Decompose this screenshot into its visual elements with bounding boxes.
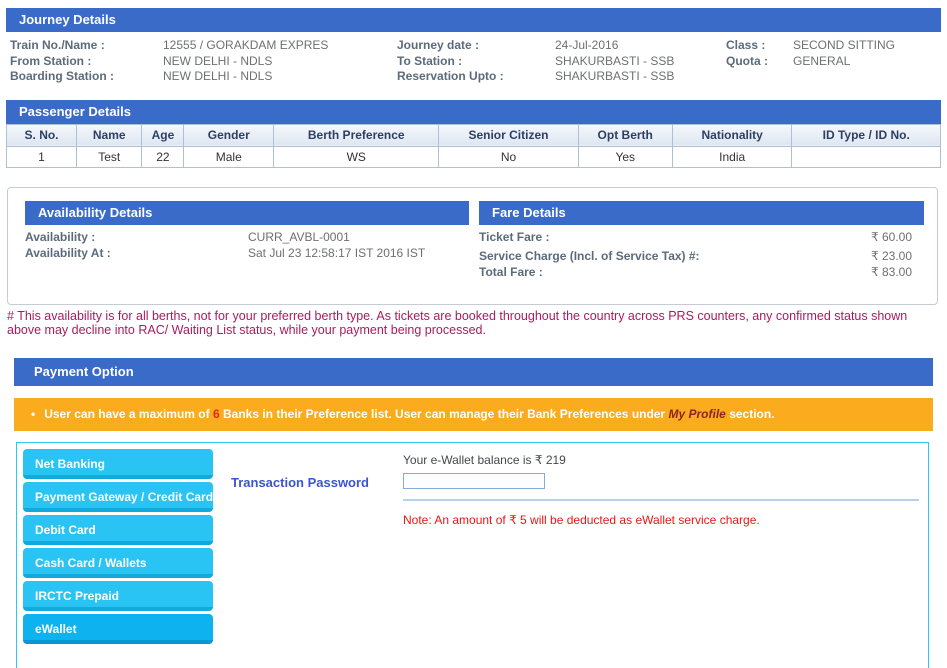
journey-value: 12555 / GORAKDAM EXPRES <box>163 38 329 52</box>
banner-bullet-icon: • <box>31 407 36 421</box>
passenger-cell: Yes <box>577 145 673 168</box>
fare-details-header: Fare Details <box>479 200 924 225</box>
fare-row: Service Charge (Incl. of Service Tax) #:… <box>479 249 924 264</box>
passenger-column-header: S. No. <box>5 123 78 147</box>
fare-value: ₹ 60.00 <box>871 229 912 244</box>
passenger-column-header: Berth Preference <box>273 123 440 147</box>
journey-label: From Station : <box>10 53 92 68</box>
passenger-column-header: ID Type / ID No. <box>791 123 941 147</box>
payment-tab-payment-gateway-credit-card[interactable]: Payment Gateway / Credit Card <box>23 481 213 512</box>
availability-rows: Availability : CURR_AVBL-0001 Availability… <box>25 230 469 261</box>
payment-method-tabs: Net Banking Payment Gateway / Credit Card… <box>23 448 213 647</box>
passenger-cell: 1 <box>5 145 78 168</box>
banner-text-post: section. <box>725 407 775 421</box>
payment-tab-ewallet[interactable]: eWallet <box>23 613 213 644</box>
journey-value: SHAKURBASTI - SSB <box>555 69 675 83</box>
passenger-table: S. No. Name Age Gender Berth Preference Senio… <box>5 123 941 168</box>
journey-label: Reservation Upto : <box>397 69 504 83</box>
payment-tab-net-banking[interactable]: Net Banking <box>23 448 213 479</box>
journey-value: GENERAL <box>793 53 851 68</box>
availability-value: Sat Jul 23 12:58:17 IST 2016 IST <box>248 245 426 260</box>
journey-label <box>726 69 793 85</box>
payment-option-header: Payment Option <box>14 357 933 386</box>
passenger-column-header: Gender <box>183 123 275 147</box>
banner-text-mid: Banks in their Preference list. User can… <box>219 407 669 421</box>
journey-details-grid: Train No./Name : 12555 / GORAKDAM EXPRES J… <box>6 32 941 85</box>
journey-label: Class : <box>726 38 766 52</box>
passenger-cell: No <box>438 145 579 168</box>
panel-divider <box>403 498 919 501</box>
passenger-row: 1 Test 22 Male WS No Yes India <box>5 145 941 168</box>
journey-details-header: Journey Details <box>6 8 941 32</box>
ewallet-service-charge-note: Note: An amount of ₹ 5 will be deducted … <box>403 512 760 527</box>
passenger-column-header: Nationality <box>671 123 793 147</box>
journey-label: Boarding Station : <box>10 69 114 83</box>
journey-label: To Station : <box>397 53 463 68</box>
fare-row: Total Fare : ₹ 83.00 <box>479 265 924 280</box>
passenger-table-header-row: S. No. Name Age Gender Berth Preference Senio… <box>5 123 941 147</box>
my-profile-link[interactable]: My Profile <box>668 407 726 421</box>
passenger-cell <box>791 145 941 168</box>
availability-disclaimer-note: # This availability is for all berths, n… <box>7 308 908 338</box>
availability-row: Availability : CURR_AVBL-0001 <box>25 230 469 245</box>
journey-label: Journey date : <box>397 38 480 52</box>
transaction-password-input[interactable] <box>403 472 545 489</box>
passenger-cell: WS <box>273 145 440 168</box>
journey-value: NEW DELHI - NDLS <box>163 53 273 68</box>
passenger-column-header: Age <box>141 123 185 147</box>
journey-value <box>793 69 941 85</box>
fare-details-section: Fare Details Ticket Fare : ₹ 60.00 Service… <box>479 200 924 304</box>
availability-details-section: Availability Details Availability : CURR_… <box>25 200 469 304</box>
availability-row: Availability At : Sat Jul 23 12:58:17 IST… <box>25 246 469 261</box>
transaction-password-label: Transaction Password <box>231 474 369 490</box>
fare-label: Service Charge (Incl. of Service Tax) #: <box>479 248 700 263</box>
passenger-cell: 22 <box>141 145 185 168</box>
bank-preference-banner: • User can have a maximum of 6 Banks in … <box>14 397 933 431</box>
ewallet-balance-text: Your e-Wallet balance is ₹ 219 <box>403 452 566 467</box>
banner-text-pre: User can have a maximum of <box>44 407 213 421</box>
journey-value: SECOND SITTING <box>793 38 896 52</box>
passenger-details-section: Passenger Details S. No. Name Age Gender Ber… <box>5 99 941 168</box>
fare-label: Ticket Fare : <box>479 229 550 244</box>
payment-tab-cash-card-wallets[interactable]: Cash Card / Wallets <box>23 547 213 578</box>
fare-rows: Ticket Fare : ₹ 60.00 Service Charge (Incl… <box>479 230 924 280</box>
payment-tab-irctc-prepaid[interactable]: IRCTC Prepaid <box>23 580 213 611</box>
journey-value: SHAKURBASTI - SSB <box>555 53 675 68</box>
passenger-cell: Male <box>183 145 275 168</box>
fare-value: ₹ 23.00 <box>871 248 912 263</box>
journey-label: Quota : <box>726 53 768 68</box>
availability-label: Availability : <box>25 229 96 244</box>
passenger-cell: India <box>671 145 793 168</box>
payment-tab-debit-card[interactable]: Debit Card <box>23 514 213 545</box>
availability-details-header: Availability Details <box>25 200 469 225</box>
passenger-column-header: Senior Citizen <box>438 123 579 147</box>
fare-row: Ticket Fare : ₹ 60.00 <box>479 230 924 245</box>
fare-value: ₹ 83.00 <box>871 264 912 279</box>
passenger-column-header: Opt Berth <box>577 123 673 147</box>
passenger-cell: Test <box>76 145 143 168</box>
availability-value: CURR_AVBL-0001 <box>248 229 350 244</box>
payment-methods-panel: Net Banking Payment Gateway / Credit Card… <box>16 441 929 668</box>
banner-bank-count: 6 <box>212 407 220 421</box>
journey-label: Train No./Name : <box>10 38 105 52</box>
journey-value: NEW DELHI - NDLS <box>163 69 273 83</box>
passenger-details-header: Passenger Details <box>6 99 941 124</box>
banner-text: User can have a maximum of 6 Banks in th… <box>44 407 774 421</box>
ewallet-panel: Your e-Wallet balance is ₹ 219 Note: An … <box>403 453 919 527</box>
availability-label: Availability At : <box>25 245 111 260</box>
availability-fare-box: Availability Details Availability : CURR_… <box>7 186 938 305</box>
passenger-column-header: Name <box>76 123 143 147</box>
fare-label: Total Fare : <box>479 264 543 279</box>
journey-value: 24-Jul-2016 <box>555 38 619 52</box>
journey-details-section: Journey Details Train No./Name : 12555 / … <box>6 8 941 85</box>
